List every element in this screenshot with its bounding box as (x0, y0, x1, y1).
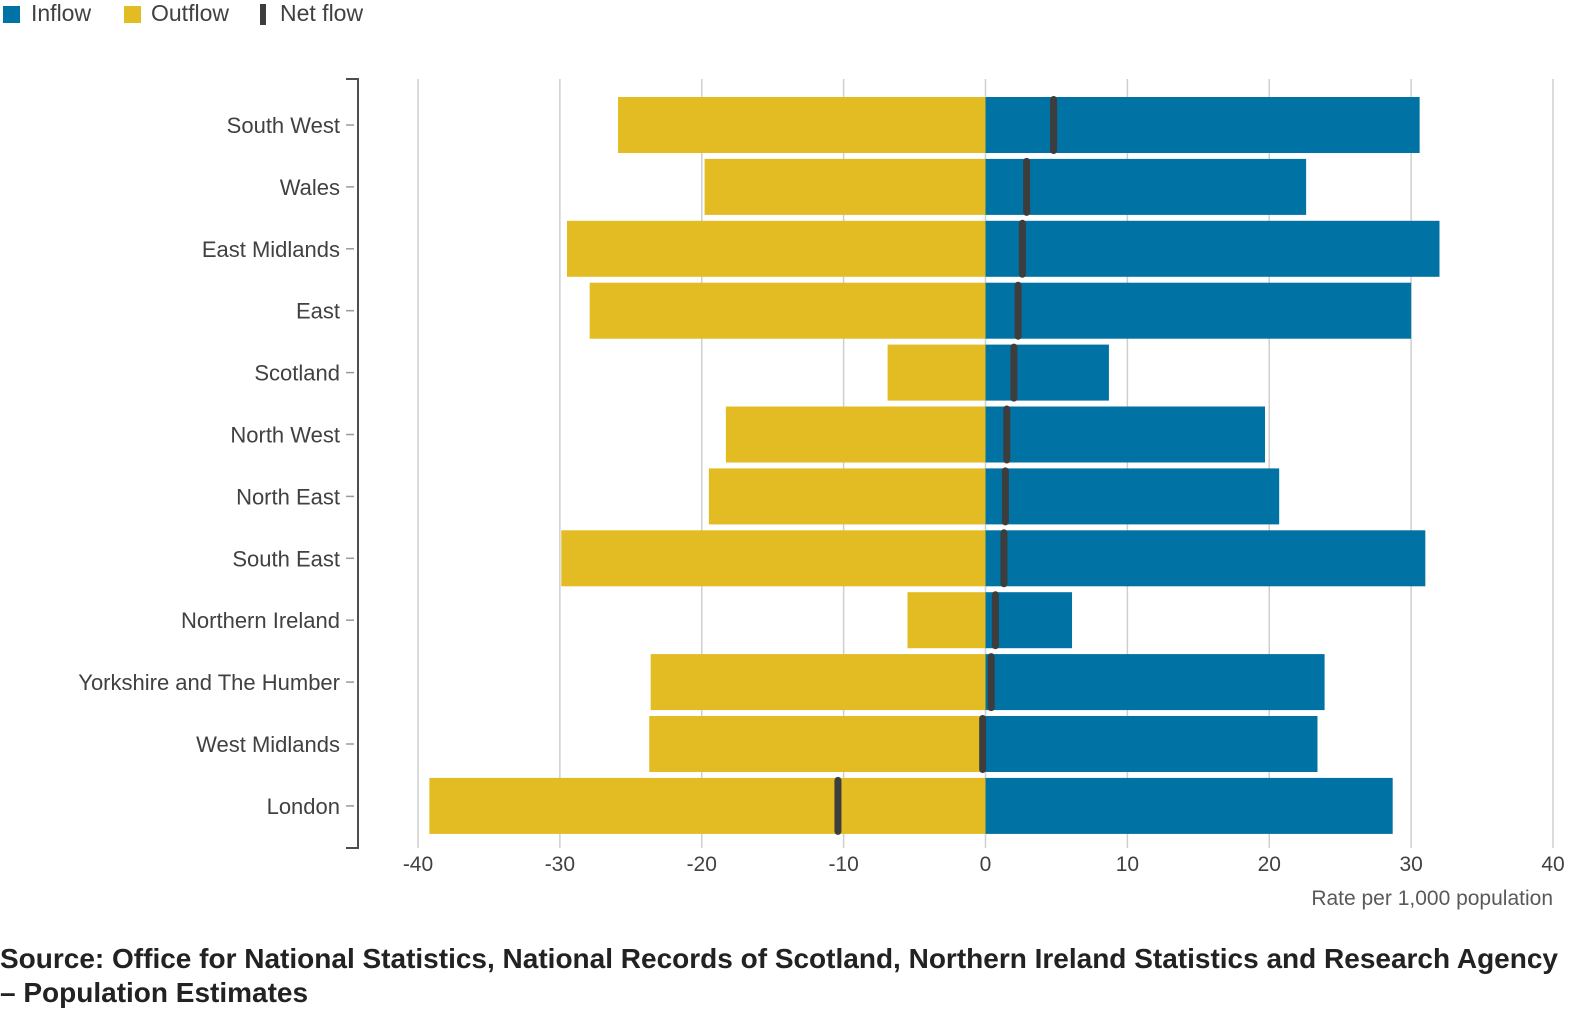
category-label-wales: Wales (280, 175, 340, 200)
bar-inflow-west-midlands (985, 716, 1318, 772)
legend-swatch-netflow (260, 4, 266, 25)
marker-netflow-scotland (1010, 343, 1018, 402)
legend-swatch-inflow (3, 6, 20, 23)
x-tick-label-0: 0 (980, 853, 992, 876)
marker-netflow-north-west (1003, 405, 1011, 464)
legend-label-netflow: Net flow (280, 0, 363, 26)
marker-netflow-yorkshire-and-the-humber (987, 653, 995, 712)
bar-outflow-scotland (887, 344, 986, 401)
legend-label-outflow: Outflow (151, 0, 229, 26)
category-label-east-midlands: East Midlands (202, 237, 340, 262)
bar-inflow-london (985, 777, 1393, 834)
bar-inflow-scotland (985, 344, 1109, 401)
category-label-north-east: North East (236, 484, 340, 509)
bar-inflow-wales (985, 158, 1307, 215)
bar-outflow-east-midlands (566, 220, 986, 277)
category-label-london: London (267, 794, 340, 819)
x-tick-label-20: -20 (687, 853, 717, 876)
bar-outflow-west-midlands (649, 716, 986, 772)
marker-netflow-northern-ireland (991, 591, 999, 650)
category-label-scotland: Scotland (254, 361, 340, 386)
bar-inflow-south-west (985, 97, 1420, 153)
bar-inflow-north-east (985, 468, 1280, 525)
legend-label-inflow: Inflow (31, 0, 91, 26)
x-tick-label-40: 40 (1541, 853, 1564, 876)
y-axis-line (346, 78, 359, 849)
bar-inflow-south-east (985, 530, 1426, 587)
category-label-northern-ireland: Northern Ireland (181, 608, 340, 633)
legend-swatch-outflow (124, 6, 141, 23)
bar-outflow-yorkshire-and-the-humber (650, 654, 986, 711)
bar-inflow-yorkshire-and-the-humber (985, 654, 1325, 711)
marker-netflow-north-east (1001, 467, 1009, 526)
bar-outflow-london (429, 777, 986, 834)
bar-inflow-east-midlands (985, 220, 1440, 277)
x-tick-label-10: -10 (828, 853, 858, 876)
bar-outflow-south-east (561, 530, 986, 587)
bar-outflow-wales (704, 158, 986, 215)
bar-outflow-east (589, 282, 986, 339)
x-tick-label-10: 10 (1116, 853, 1139, 876)
x-axis-title: Rate per 1,000 population (1311, 887, 1553, 910)
marker-netflow-east (1014, 281, 1022, 340)
bar-inflow-east (985, 282, 1412, 339)
marker-netflow-east-midlands (1018, 219, 1026, 278)
bar-outflow-south-west (618, 97, 986, 153)
category-label-north-west: North West (230, 423, 340, 448)
marker-netflow-west-midlands (979, 715, 987, 773)
marker-netflow-south-west (1050, 96, 1058, 154)
bar-outflow-north-west (725, 406, 986, 463)
bar-inflow-northern-ireland (985, 592, 1073, 649)
bar-outflow-northern-ireland (907, 592, 986, 649)
bar-outflow-north-east (708, 468, 986, 525)
bar-inflow-north-west (985, 406, 1265, 463)
marker-netflow-london (834, 776, 842, 835)
category-label-east: East (296, 299, 340, 324)
category-label-west-midlands: West Midlands (196, 732, 340, 757)
x-tick-label-30: 30 (1399, 853, 1422, 876)
x-tick-label-20: 20 (1258, 853, 1281, 876)
x-tick-label-30: -30 (545, 853, 575, 876)
category-label-south-west: South West (227, 113, 340, 138)
marker-netflow-south-east (1000, 529, 1008, 588)
x-tick-label-40: -40 (403, 853, 433, 876)
category-label-south-east: South East (232, 546, 340, 571)
chart: -40 -30 -20 -10 0 10 20 30 40 Rate per 1,000 popu… (3, 0, 1565, 910)
source-note: Source: Office for National Statistics, … (0, 943, 1558, 1008)
marker-netflow-wales (1023, 157, 1031, 216)
category-label-yorkshire-and-the-humber: Yorkshire and The Humber (78, 670, 340, 695)
